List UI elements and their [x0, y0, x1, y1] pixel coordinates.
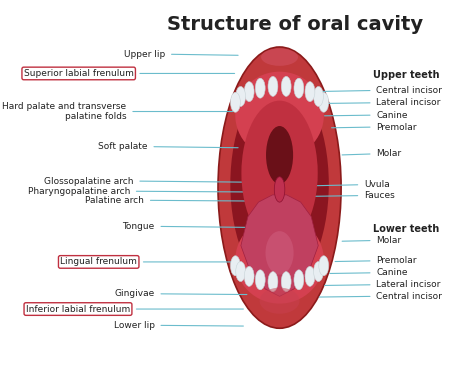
Text: Pharyngopalatine arch: Pharyngopalatine arch — [28, 187, 130, 196]
Text: Structure of oral cavity: Structure of oral cavity — [167, 15, 423, 35]
Text: Lateral incisor: Lateral incisor — [376, 280, 441, 289]
Ellipse shape — [281, 77, 291, 96]
Ellipse shape — [313, 86, 323, 106]
Ellipse shape — [294, 270, 304, 290]
Text: Gingivae: Gingivae — [115, 289, 155, 298]
Text: Canine: Canine — [376, 111, 408, 120]
Ellipse shape — [235, 217, 324, 304]
Ellipse shape — [244, 82, 254, 102]
Ellipse shape — [241, 100, 318, 245]
Ellipse shape — [265, 231, 293, 275]
Text: Palatine arch: Palatine arch — [85, 196, 144, 205]
Ellipse shape — [260, 288, 300, 314]
Ellipse shape — [261, 49, 298, 66]
Ellipse shape — [230, 256, 240, 276]
Text: Superior labial frenulum: Superior labial frenulum — [24, 69, 134, 78]
Ellipse shape — [266, 126, 293, 184]
Text: Lingual frenulum: Lingual frenulum — [60, 258, 137, 266]
Text: Molar: Molar — [376, 149, 401, 158]
Ellipse shape — [244, 266, 254, 286]
Text: Soft palate: Soft palate — [98, 142, 148, 151]
Ellipse shape — [255, 270, 265, 290]
Text: Lower lip: Lower lip — [114, 321, 155, 330]
Text: Molar: Molar — [376, 236, 401, 245]
Ellipse shape — [235, 72, 324, 159]
Text: Inferior labial frenulum: Inferior labial frenulum — [26, 305, 130, 314]
Ellipse shape — [281, 272, 291, 291]
Text: Upper teeth: Upper teeth — [373, 70, 439, 80]
Ellipse shape — [230, 79, 329, 289]
Text: Fauces: Fauces — [364, 191, 395, 200]
Ellipse shape — [319, 256, 328, 276]
Text: Lateral incisor: Lateral incisor — [376, 98, 441, 107]
Ellipse shape — [236, 262, 246, 282]
Text: Canine: Canine — [376, 268, 408, 277]
Text: Uvula: Uvula — [364, 180, 390, 189]
Text: Upper lip: Upper lip — [124, 50, 165, 59]
Ellipse shape — [268, 272, 278, 291]
Text: Glossopalatine arch: Glossopalatine arch — [44, 177, 134, 185]
Ellipse shape — [274, 177, 285, 202]
Ellipse shape — [313, 262, 323, 282]
Text: Tongue: Tongue — [122, 222, 155, 231]
Text: Central incisor: Central incisor — [376, 86, 442, 95]
Ellipse shape — [218, 47, 341, 328]
Ellipse shape — [305, 82, 315, 102]
Ellipse shape — [294, 78, 304, 98]
Ellipse shape — [319, 92, 328, 112]
Polygon shape — [241, 195, 318, 296]
Text: Hard palate and transverse
palatine folds: Hard palate and transverse palatine fold… — [2, 102, 127, 121]
Text: Central incisor: Central incisor — [376, 292, 442, 301]
Text: Premolar: Premolar — [376, 123, 417, 132]
Text: Lower teeth: Lower teeth — [373, 224, 439, 234]
Ellipse shape — [268, 77, 278, 96]
Text: Premolar: Premolar — [376, 256, 417, 265]
Ellipse shape — [230, 92, 240, 112]
Ellipse shape — [255, 78, 265, 98]
Ellipse shape — [236, 86, 246, 106]
Ellipse shape — [305, 266, 315, 286]
